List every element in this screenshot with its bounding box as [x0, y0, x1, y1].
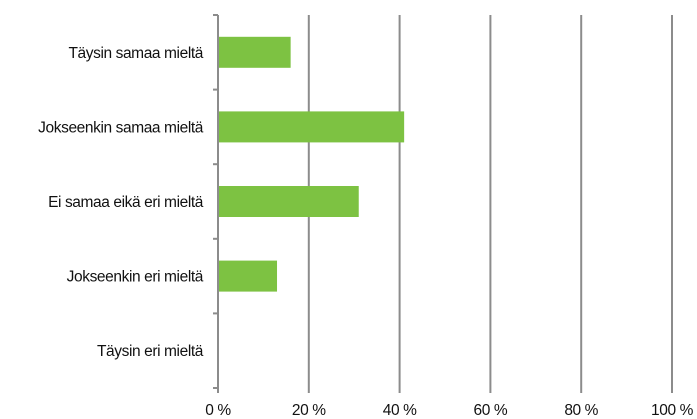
bar-layer	[218, 36, 405, 292]
x-tick-label: 100 %	[651, 402, 694, 419]
x-tick-label: 60 %	[474, 402, 508, 419]
category-label: Ei samaa eikä eri mieltä	[48, 194, 204, 211]
category-label: Jokseenkin samaa mieltä	[38, 119, 204, 136]
category-label: Täysin samaa mieltä	[68, 45, 203, 62]
bar-3	[218, 186, 359, 217]
x-tick-label: 20 %	[292, 402, 326, 419]
grid-layer	[307, 15, 673, 388]
x-tick-label: 40 %	[383, 402, 417, 419]
x-tick-label: 80 %	[564, 402, 598, 419]
bar-2	[218, 111, 405, 143]
x-tick-label: 0 %	[205, 402, 231, 419]
bar-4	[218, 260, 278, 292]
bar-1	[218, 36, 291, 68]
axis-layer	[213, 14, 673, 393]
category-label: Täysin eri mieltä	[97, 343, 204, 360]
category-label: Jokseenkin eri mieltä	[67, 269, 204, 286]
label-layer: Täysin samaa mieltä Jokseenkin samaa miel…	[38, 45, 694, 419]
